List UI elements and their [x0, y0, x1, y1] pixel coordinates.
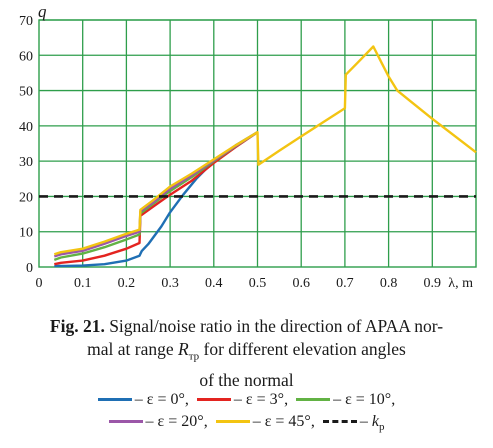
x-tick-label: 0.4 [205, 276, 223, 291]
x-tick-label: 0.3 [161, 276, 179, 291]
legend-swatch-dashed [322, 419, 357, 423]
legend-swatch [97, 397, 132, 401]
caption-line-3: of the normal [199, 369, 294, 390]
x-tick-label: 0.9 [424, 276, 442, 291]
legend-row-2: – ε = 20°, – ε = 45°, – kр [0, 411, 493, 438]
legend-item-eps20: – ε = 20°, [108, 411, 208, 433]
line-chart: 0 10 20 30 40 50 60 70 0 0.1 0.2 0.3 0.4 0.5 0.6 0.7 0.8… [19, 2, 477, 291]
x-tick-label: 0.6 [292, 276, 310, 291]
y-tick-label: 30 [19, 155, 33, 170]
y-tick-label: 40 [19, 120, 33, 135]
legend-item-eps45: – ε = 45°, [215, 411, 315, 433]
y-tick-label: 20 [19, 190, 33, 205]
y-tick-label: 60 [19, 49, 33, 64]
y-axis-label: q [38, 2, 47, 21]
x-axis-label: λ, m [448, 276, 473, 291]
figure-number: Fig. 21. [49, 316, 105, 336]
x-tick-label: 0.7 [336, 276, 354, 291]
legend-swatch [296, 397, 331, 401]
legend: – ε = 0°, – ε = 3°, – ε = 10°, – ε = 20°… [0, 389, 493, 438]
legend-item-eps10: – ε = 10°, [296, 389, 395, 411]
x-tick-label: 0.5 [249, 276, 267, 291]
legend-swatch [108, 419, 143, 423]
x-tick-label: 0.1 [74, 276, 92, 291]
legend-row-1: – ε = 0°, – ε = 3°, – ε = 10°, [0, 389, 493, 411]
tick-labels: 0 10 20 30 40 50 60 70 0 0.1 0.2 0.3 0.4 0.5 0.6 0.7 0.8… [19, 14, 473, 291]
legend-swatch [215, 419, 250, 423]
caption-line-1: Signal/noise ratio in the direction of A… [104, 316, 444, 336]
y-tick-label: 0 [26, 261, 33, 276]
figure-caption: Fig. 21. Signal/noise ratio in the direc… [0, 315, 493, 392]
y-tick-label: 50 [19, 85, 33, 100]
x-tick-label: 0.2 [118, 276, 136, 291]
plot-frame [38, 19, 477, 268]
y-tick-label: 10 [19, 226, 33, 241]
series-layer [39, 45, 477, 268]
legend-item-kp: – kр [322, 411, 384, 438]
y-tick-label: 70 [19, 14, 33, 29]
caption-line-2: mal at range Rтр for different elevation… [87, 339, 406, 363]
x-tick-label: 0 [36, 276, 43, 291]
x-tick-label: 0.8 [380, 276, 398, 291]
legend-swatch [196, 397, 231, 401]
legend-item-eps3: – ε = 3°, [196, 389, 288, 411]
series-line [53, 45, 477, 256]
legend-item-eps0: – ε = 0°, [97, 389, 189, 411]
